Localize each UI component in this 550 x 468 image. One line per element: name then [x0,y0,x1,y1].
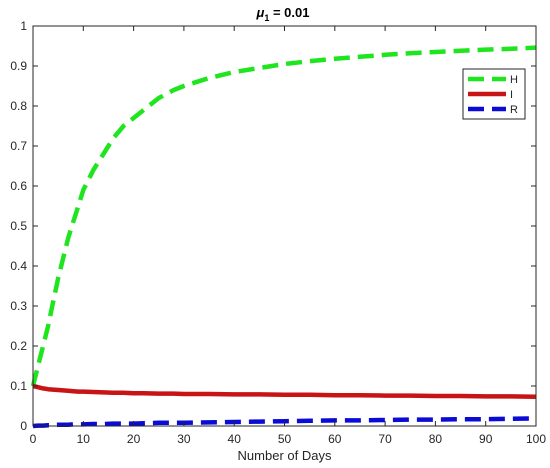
x-tick-label: 90 [479,432,493,446]
y-tick-label: 0.3 [10,299,27,313]
y-tick-label: 0 [20,419,27,433]
x-tick-label: 80 [429,432,443,446]
x-tick-label: 20 [127,432,141,446]
y-tick-label: 0.7 [10,139,27,153]
series-lines [30,45,537,429]
x-tick-label: 60 [328,432,342,446]
series-line-i [32,383,537,400]
series-line-h [30,45,537,387]
y-tick-label: 0.1 [10,379,27,393]
title-value: = 0.01 [269,5,309,20]
x-tick-label: 70 [378,432,392,446]
x-tick-label: 10 [77,432,91,446]
x-axis-label: Number of Days [238,448,332,463]
x-tick-label: 100 [526,432,546,446]
chart-title: μ1 = 0.01 [256,5,310,23]
title-symbol: μ [256,5,265,20]
axis-ticks: 0 10 20 30 40 50 60 70 80 90 100 0 0.1 0.2 0.3 0.4 0.5 0.… [10,19,546,446]
y-tick-label: 0.6 [10,179,27,193]
y-tick-label: 1 [20,19,27,33]
title-subscript: 1 [264,13,269,23]
legend: HIR [462,68,526,120]
x-tick-label: 40 [228,432,242,446]
y-tick-label: 0.5 [10,219,27,233]
x-tick-label: 30 [177,432,191,446]
y-tick-label: 0.8 [10,99,27,113]
x-tick-label: 0 [30,432,37,446]
y-tick-label: 0.4 [10,259,27,273]
plot-area-frame [32,25,537,427]
legend-label-h: H [510,74,518,86]
series-line-r [32,416,537,429]
y-tick-label: 0.2 [10,339,27,353]
legend-label-r: R [510,104,518,116]
y-tick-label: 0.9 [10,59,27,73]
legend-label-i: I [510,89,513,101]
x-tick-label: 50 [278,432,292,446]
